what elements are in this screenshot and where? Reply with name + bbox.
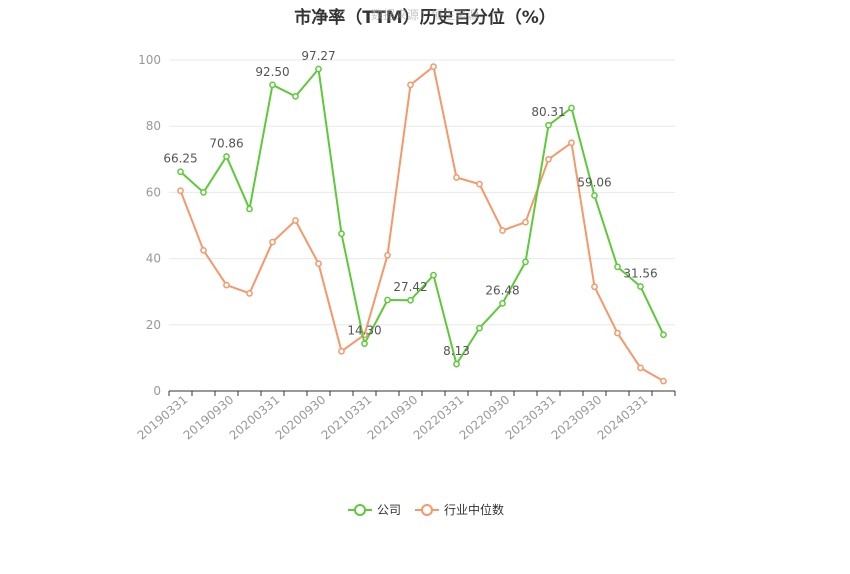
y-tick-label: 40 bbox=[146, 252, 161, 266]
data-label: 97.27 bbox=[301, 49, 335, 63]
y-tick-label: 20 bbox=[146, 318, 161, 332]
industry-point bbox=[246, 290, 253, 297]
data-label: 59.06 bbox=[577, 176, 611, 190]
industry-point bbox=[292, 217, 299, 224]
x-tick-label: 20210331 bbox=[319, 393, 375, 443]
company-point bbox=[637, 283, 644, 290]
data-label: 8.13 bbox=[443, 344, 470, 358]
data-label: 27.42 bbox=[393, 280, 427, 294]
company-point bbox=[476, 324, 483, 332]
company-point bbox=[315, 65, 322, 73]
company-point bbox=[614, 263, 621, 271]
industry-point bbox=[545, 155, 552, 163]
industry-point bbox=[453, 174, 460, 181]
company-point bbox=[223, 153, 230, 160]
company-point bbox=[292, 93, 299, 100]
company-point bbox=[246, 205, 253, 213]
industry-point bbox=[660, 377, 667, 385]
company-point bbox=[338, 230, 345, 238]
y-tick-label: 60 bbox=[146, 185, 161, 199]
company-point bbox=[269, 81, 276, 89]
y-tick-label: 80 bbox=[146, 119, 161, 133]
legend-industry-median-label: 行业中位数 bbox=[444, 502, 504, 517]
y-tick-label: 0 bbox=[153, 384, 161, 398]
industry-point bbox=[338, 347, 345, 355]
company-point bbox=[407, 296, 414, 304]
industry-point bbox=[384, 251, 391, 259]
industry-point bbox=[591, 283, 598, 291]
industry-point bbox=[614, 329, 621, 337]
company-point bbox=[499, 300, 506, 307]
company-point bbox=[568, 104, 575, 112]
data-label: 66.25 bbox=[163, 152, 197, 166]
industry-point bbox=[637, 364, 644, 372]
industry-point bbox=[269, 238, 276, 246]
industry-point bbox=[177, 187, 184, 195]
industry-point bbox=[200, 246, 207, 254]
company-line bbox=[179, 68, 665, 366]
x-tick-label: 20230930 bbox=[549, 393, 605, 443]
data-label: 14.30 bbox=[347, 324, 381, 338]
company-point bbox=[591, 192, 598, 199]
data-label: 92.50 bbox=[255, 65, 289, 79]
chart-title: 市净率（TTM）历史百分位（%） bbox=[294, 8, 556, 28]
company-point bbox=[384, 296, 391, 304]
industry-point bbox=[499, 227, 506, 234]
company-point bbox=[200, 189, 207, 196]
industry-point bbox=[522, 218, 529, 226]
x-tick-label: 20230331 bbox=[503, 393, 559, 443]
data-label: 26.48 bbox=[485, 283, 519, 297]
industry-median-line bbox=[179, 65, 664, 382]
x-tick-label: 20220331 bbox=[411, 393, 467, 443]
industry-point bbox=[223, 281, 230, 289]
company-point bbox=[361, 340, 368, 348]
company-point bbox=[453, 360, 460, 368]
industry-point bbox=[568, 139, 575, 147]
company-point bbox=[177, 168, 184, 176]
data-label: 31.56 bbox=[623, 267, 657, 281]
legend-company-label: 公司 bbox=[377, 503, 401, 517]
legend-industry-median-icon bbox=[421, 504, 433, 516]
company-point bbox=[430, 271, 437, 279]
chart-source: 数据来源：恒生聚源 bbox=[370, 8, 479, 22]
data-label: 70.86 bbox=[209, 136, 243, 150]
x-tick-label: 20200331 bbox=[227, 393, 283, 443]
industry-point bbox=[430, 63, 437, 70]
x-tick-label: 20190930 bbox=[181, 393, 237, 443]
x-tick-label: 20190331 bbox=[135, 393, 191, 443]
industry-point bbox=[407, 81, 414, 89]
x-tick-label: 20240331 bbox=[595, 393, 651, 443]
data-label: 80.31 bbox=[531, 105, 565, 119]
company-point bbox=[660, 331, 667, 339]
company-point bbox=[522, 258, 529, 266]
x-tick-label: 20220930 bbox=[457, 393, 513, 443]
industry-point bbox=[315, 260, 322, 267]
company-point bbox=[545, 121, 552, 129]
x-tick-label: 20210930 bbox=[365, 393, 421, 443]
x-tick-label: 20200930 bbox=[273, 393, 329, 443]
y-tick-label: 100 bbox=[138, 53, 161, 67]
legend-company-icon bbox=[354, 504, 366, 516]
industry-point bbox=[476, 180, 483, 188]
